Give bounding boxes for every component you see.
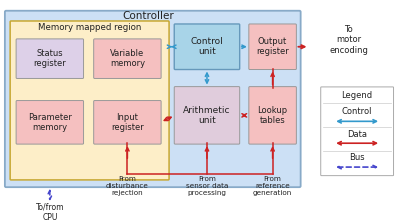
FancyBboxPatch shape [321,87,394,176]
FancyBboxPatch shape [16,39,84,78]
Text: Parameter
memory: Parameter memory [28,113,72,132]
Text: Output
register: Output register [256,37,289,56]
FancyBboxPatch shape [249,24,296,69]
Text: Controller: Controller [122,11,174,21]
Text: Control
unit: Control unit [190,37,223,56]
Text: Arithmetic
unit: Arithmetic unit [183,106,231,125]
Text: From
sensor data
processing: From sensor data processing [186,176,228,196]
Text: Memory mapped region: Memory mapped region [38,23,141,32]
Text: Legend: Legend [342,91,373,100]
FancyBboxPatch shape [5,11,301,187]
FancyBboxPatch shape [10,21,169,180]
FancyBboxPatch shape [16,101,84,144]
FancyBboxPatch shape [174,24,240,69]
FancyBboxPatch shape [249,87,296,144]
Text: Bus: Bus [349,153,365,162]
Text: Status
register: Status register [34,49,66,68]
FancyBboxPatch shape [94,39,161,78]
Text: Data: Data [347,130,367,139]
Text: Control: Control [342,107,372,116]
FancyBboxPatch shape [174,87,240,144]
Text: To/from
CPU: To/from CPU [36,202,64,222]
Text: Variable
memory: Variable memory [110,49,145,68]
Text: Lookup
tables: Lookup tables [258,106,288,125]
FancyBboxPatch shape [94,101,161,144]
Text: From
disturbance
rejection: From disturbance rejection [106,176,149,196]
Text: From
reference
generation: From reference generation [253,176,292,196]
Text: To
motor
encoding: To motor encoding [329,25,368,55]
Text: Input
register: Input register [111,113,144,132]
